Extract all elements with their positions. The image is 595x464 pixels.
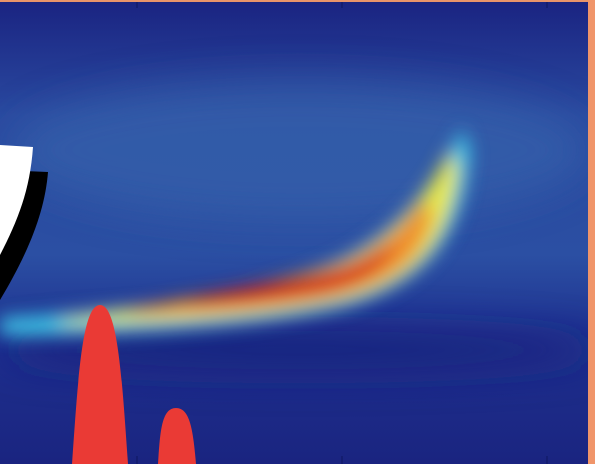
shape-white [0, 145, 33, 255]
red-marker [72, 305, 128, 464]
energy-ridge [0, 128, 470, 335]
top-border [0, 0, 595, 2]
red-marker [158, 408, 196, 464]
right-border [588, 0, 595, 464]
